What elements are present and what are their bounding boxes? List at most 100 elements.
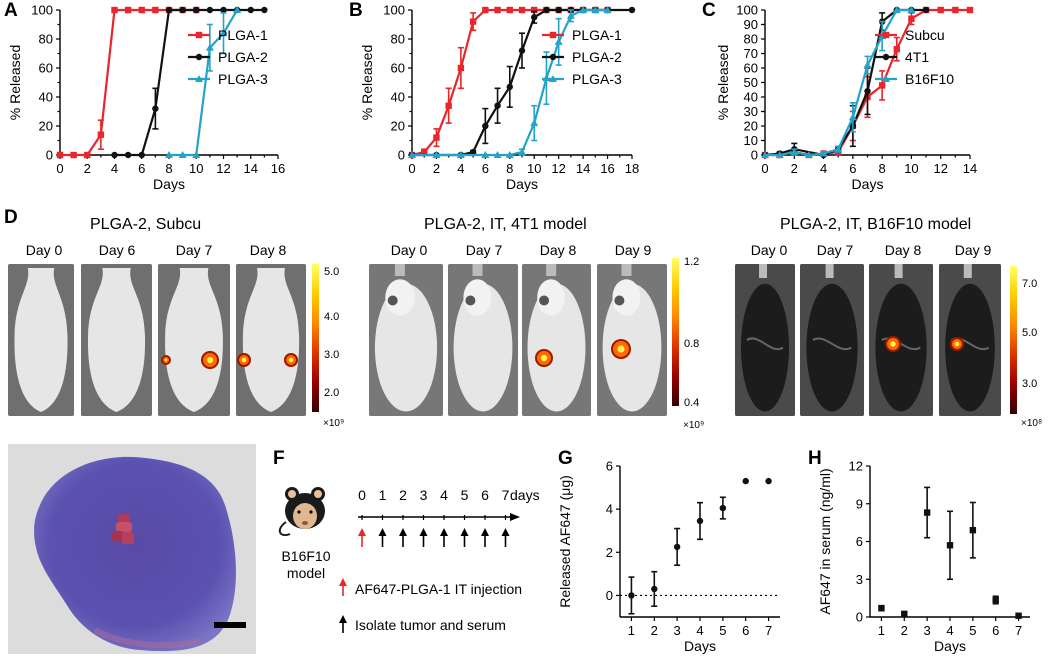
legend-label: PLGA-1 — [572, 27, 622, 43]
signal-spot — [241, 357, 247, 363]
series-plga-1 — [56, 6, 200, 159]
data-point — [531, 6, 538, 14]
data-point — [111, 151, 118, 159]
data-point — [923, 509, 931, 516]
panel-letter-b: B — [349, 0, 363, 21]
data-point — [518, 47, 526, 54]
x-tick-label: 0 — [761, 161, 768, 176]
y-tick-label: 0 — [751, 148, 758, 163]
data-point — [152, 6, 159, 14]
mouse-image — [8, 264, 74, 416]
y-tick-label: 100 — [31, 3, 53, 18]
data-point — [761, 151, 769, 158]
timeline-day-label: 6 — [481, 487, 489, 503]
data-point — [445, 102, 452, 109]
data-point — [494, 6, 501, 14]
y-tick-label: 40 — [391, 90, 405, 105]
colorbar-tick: 0.4 — [684, 397, 700, 409]
x-tick-label: 2 — [651, 623, 658, 638]
series-line — [765, 8, 912, 157]
data-point — [482, 122, 489, 130]
y-tick-label: 30 — [744, 104, 758, 119]
legend-marker — [882, 53, 890, 61]
data-point — [531, 14, 538, 21]
data-point — [56, 151, 64, 159]
x-axis-title: Days — [153, 176, 185, 192]
timeline-day-label: 2 — [399, 487, 407, 503]
day-label: Day 0 — [390, 242, 428, 258]
x-tick-label: 0 — [56, 161, 63, 176]
signal-spot — [617, 345, 625, 353]
signal-spot — [540, 354, 548, 362]
y-axis-title: % Released — [7, 45, 23, 121]
data-point — [493, 151, 502, 158]
y-tick-label: 80 — [39, 32, 53, 47]
y-tick-label: 0 — [46, 148, 53, 163]
data-point — [908, 15, 915, 22]
legend-marker — [549, 53, 557, 61]
data-point — [878, 604, 885, 612]
mouse-image — [81, 264, 152, 416]
data-point — [193, 6, 200, 14]
data-point — [952, 6, 959, 14]
data-point — [433, 134, 440, 141]
data-point — [554, 37, 563, 45]
mouse-image — [869, 264, 933, 416]
y-tick-label: 100 — [383, 3, 405, 18]
day-label: Day 0 — [25, 242, 63, 258]
mouse-image — [236, 264, 306, 416]
mouse-image — [735, 264, 795, 416]
data-point — [165, 6, 173, 14]
y-tick-label: 0 — [606, 588, 613, 603]
x-tick-label: 12 — [216, 161, 230, 176]
timeline-day-label: 4 — [440, 487, 448, 503]
y-tick-label: 20 — [391, 119, 405, 134]
y-tick-label: 70 — [744, 46, 758, 61]
legend-label: B16F10 — [905, 71, 954, 87]
data-point — [505, 151, 514, 158]
data-point — [192, 151, 201, 158]
mouse-image — [369, 264, 443, 416]
day-label: Day 9 — [614, 242, 652, 258]
data-point — [518, 148, 526, 156]
panel-d-title-b16f10: PLGA-2, IT, B16F10 model — [780, 216, 972, 233]
y-tick-label: 90 — [744, 17, 758, 32]
y-tick-label: 100 — [736, 3, 758, 18]
data-point — [205, 43, 214, 51]
data-point — [819, 149, 828, 157]
x-tick-label: 7 — [765, 623, 772, 638]
legend-label: PLGA-1 — [218, 27, 268, 43]
data-point — [901, 610, 908, 618]
data-point — [469, 148, 477, 156]
legend-label: PLGA-3 — [218, 71, 268, 87]
x-tick-label: 10 — [189, 161, 203, 176]
y-tick-label: 60 — [744, 61, 758, 76]
panel-letter-a: A — [4, 0, 18, 21]
day-label: Day 7 — [816, 242, 854, 258]
colorbar-tick: 5.0 — [324, 266, 340, 278]
timeline-unit: days — [510, 487, 540, 503]
data-point — [893, 45, 900, 53]
legend-marker — [195, 31, 203, 39]
x-tick-label: 14 — [244, 161, 258, 176]
legend-marker — [195, 75, 203, 82]
mouse-image — [158, 264, 230, 416]
day-label: Day 8 — [884, 242, 922, 258]
day-label: Day 8 — [539, 242, 577, 258]
x-axis-title: Days — [852, 176, 884, 192]
data-point — [233, 6, 242, 13]
data-point — [506, 83, 513, 91]
x-tick-label: 18 — [625, 161, 639, 176]
data-point — [124, 6, 132, 14]
y-tick-label: 50 — [744, 75, 758, 90]
data-point — [696, 517, 704, 525]
legend-entry: PLGA-2 — [188, 49, 268, 65]
timeline-day-label: 7 — [501, 487, 510, 503]
data-point — [907, 6, 916, 13]
data-point — [152, 105, 159, 112]
mouse-image — [522, 264, 591, 416]
colorbar-tick: 4.0 — [324, 311, 340, 323]
y-axis-title: AF647 in serum (ng/ml) — [817, 468, 833, 614]
